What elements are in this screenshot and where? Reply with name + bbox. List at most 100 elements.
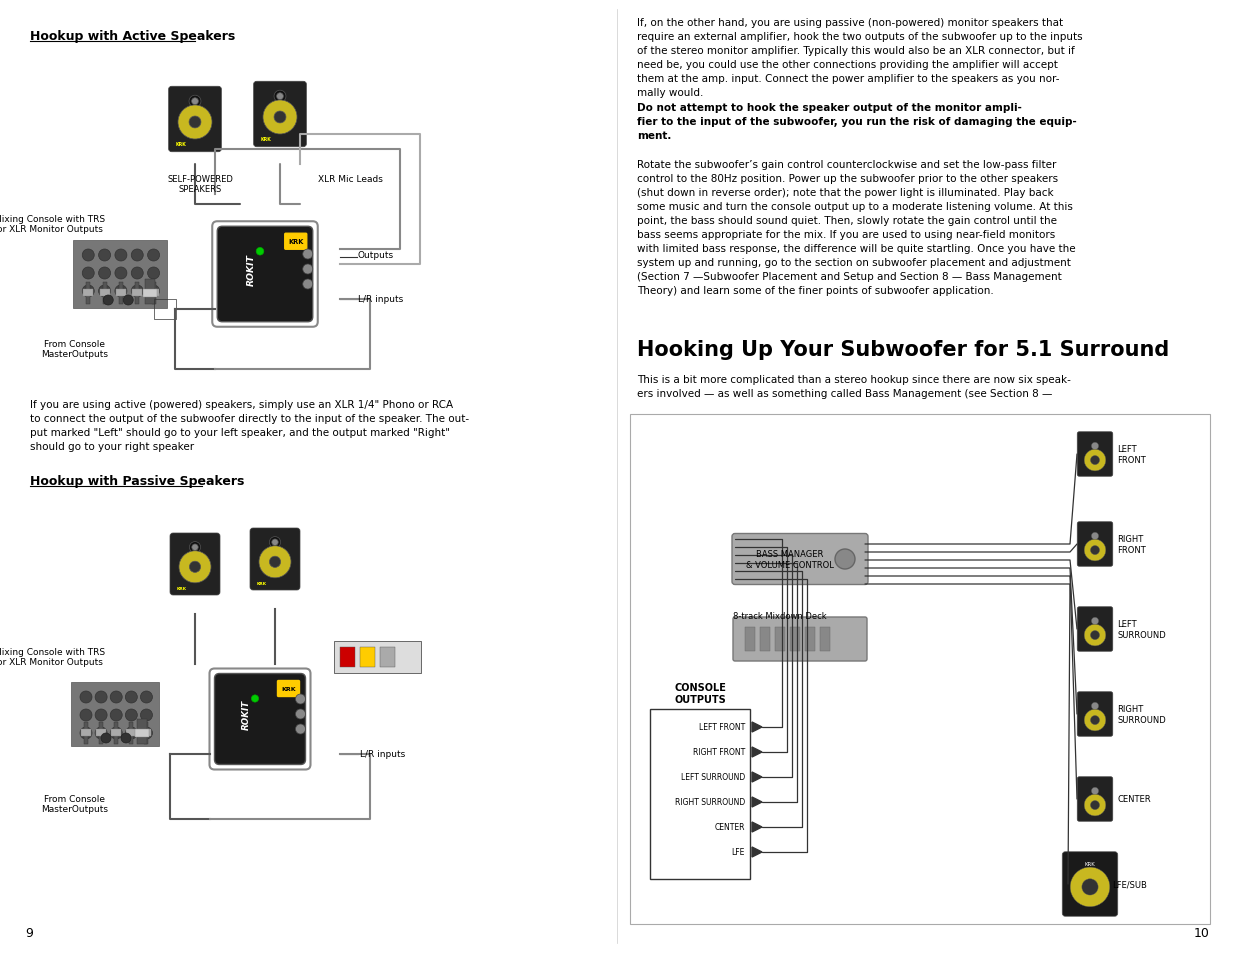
Text: CONSOLE
OUTPUTS: CONSOLE OUTPUTS — [674, 682, 726, 704]
Circle shape — [110, 727, 122, 740]
Circle shape — [95, 709, 107, 721]
FancyBboxPatch shape — [1062, 852, 1118, 916]
Text: Outputs: Outputs — [358, 251, 394, 259]
Text: LFE: LFE — [731, 847, 745, 857]
Bar — [126, 729, 136, 737]
Circle shape — [303, 265, 312, 274]
Circle shape — [189, 96, 201, 108]
FancyBboxPatch shape — [169, 87, 221, 152]
Bar — [132, 290, 142, 296]
Circle shape — [1092, 533, 1099, 540]
Bar — [137, 720, 147, 744]
Circle shape — [1092, 702, 1099, 710]
FancyBboxPatch shape — [249, 529, 300, 590]
Bar — [144, 722, 148, 744]
Bar — [70, 682, 159, 746]
Circle shape — [101, 733, 111, 743]
Circle shape — [189, 561, 200, 573]
Circle shape — [99, 286, 111, 297]
Circle shape — [1084, 624, 1105, 646]
FancyBboxPatch shape — [215, 674, 305, 764]
Circle shape — [115, 286, 127, 297]
Circle shape — [274, 91, 287, 103]
FancyBboxPatch shape — [278, 680, 300, 697]
Text: 9: 9 — [25, 926, 33, 939]
Circle shape — [110, 709, 122, 721]
Circle shape — [259, 546, 291, 578]
Circle shape — [295, 724, 305, 734]
Circle shape — [1092, 618, 1099, 625]
Text: RIGHT
FRONT: RIGHT FRONT — [1116, 535, 1146, 554]
Circle shape — [141, 709, 152, 721]
Bar — [154, 299, 177, 319]
Text: RIGHT SURROUND: RIGHT SURROUND — [674, 798, 745, 806]
Text: RIGHT FRONT: RIGHT FRONT — [693, 748, 745, 757]
Circle shape — [115, 268, 127, 280]
Polygon shape — [752, 847, 762, 857]
Polygon shape — [752, 747, 762, 758]
Bar — [99, 722, 103, 744]
Circle shape — [272, 539, 278, 546]
Circle shape — [83, 250, 94, 262]
Text: If you are using active (powered) speakers, simply use an XLR 1/4" Phono or RCA
: If you are using active (powered) speake… — [30, 399, 469, 452]
Text: KRK: KRK — [1084, 862, 1095, 866]
Circle shape — [141, 727, 152, 740]
Bar — [143, 290, 157, 297]
Text: From Console
MasterOutputs: From Console MasterOutputs — [42, 794, 109, 814]
Bar — [135, 729, 149, 738]
Text: Hookup with Active Speakers: Hookup with Active Speakers — [30, 30, 235, 43]
Polygon shape — [752, 797, 762, 807]
Circle shape — [124, 295, 133, 306]
Circle shape — [277, 93, 283, 100]
Bar — [820, 627, 830, 651]
FancyBboxPatch shape — [170, 534, 220, 596]
Circle shape — [95, 727, 107, 740]
Bar — [805, 627, 815, 651]
Bar — [96, 729, 106, 737]
FancyBboxPatch shape — [1077, 607, 1113, 652]
Text: Mixing Console with TRS
or XLR Monitor Outputs: Mixing Console with TRS or XLR Monitor O… — [0, 647, 105, 667]
Circle shape — [191, 544, 198, 551]
Circle shape — [125, 709, 137, 721]
Circle shape — [99, 268, 111, 280]
FancyBboxPatch shape — [734, 618, 867, 661]
Bar — [144, 280, 154, 305]
Text: L/R inputs: L/R inputs — [359, 750, 405, 759]
Text: If, on the other hand, you are using passive (non-powered) monitor speakers that: If, on the other hand, you are using pas… — [637, 18, 1083, 98]
Bar — [776, 627, 785, 651]
Circle shape — [263, 101, 296, 134]
Circle shape — [148, 250, 159, 262]
Text: LEFT
FRONT: LEFT FRONT — [1116, 445, 1146, 464]
Text: L/R inputs: L/R inputs — [358, 295, 404, 304]
Text: CENTER: CENTER — [715, 822, 745, 832]
Bar — [73, 241, 167, 309]
Circle shape — [1091, 631, 1099, 639]
Circle shape — [178, 106, 212, 140]
Circle shape — [189, 117, 201, 129]
FancyBboxPatch shape — [1077, 433, 1113, 476]
Text: 8-track Mixdown Deck: 8-track Mixdown Deck — [734, 612, 826, 620]
Circle shape — [269, 557, 280, 568]
Circle shape — [83, 268, 94, 280]
Text: LEFT SURROUND: LEFT SURROUND — [680, 773, 745, 781]
Bar — [650, 709, 750, 879]
Polygon shape — [752, 772, 762, 782]
FancyBboxPatch shape — [217, 227, 312, 322]
Circle shape — [95, 691, 107, 703]
Bar — [130, 722, 133, 744]
Circle shape — [179, 551, 211, 583]
Text: From Console
MasterOutputs: From Console MasterOutputs — [42, 339, 109, 359]
Text: LEFT FRONT: LEFT FRONT — [699, 722, 745, 732]
Circle shape — [269, 537, 280, 548]
Text: KRK: KRK — [282, 686, 296, 691]
Text: KRK: KRK — [257, 581, 267, 585]
Text: BASS MANAGER
& VOLUME CONTROL: BASS MANAGER & VOLUME CONTROL — [746, 550, 834, 569]
Bar — [83, 290, 94, 296]
Text: ROKIT: ROKIT — [247, 253, 256, 286]
Polygon shape — [752, 822, 762, 832]
Bar — [103, 283, 106, 305]
Circle shape — [295, 695, 305, 704]
Bar — [136, 283, 140, 305]
Circle shape — [104, 295, 114, 306]
Text: XLR Mic Leads: XLR Mic Leads — [317, 174, 383, 184]
